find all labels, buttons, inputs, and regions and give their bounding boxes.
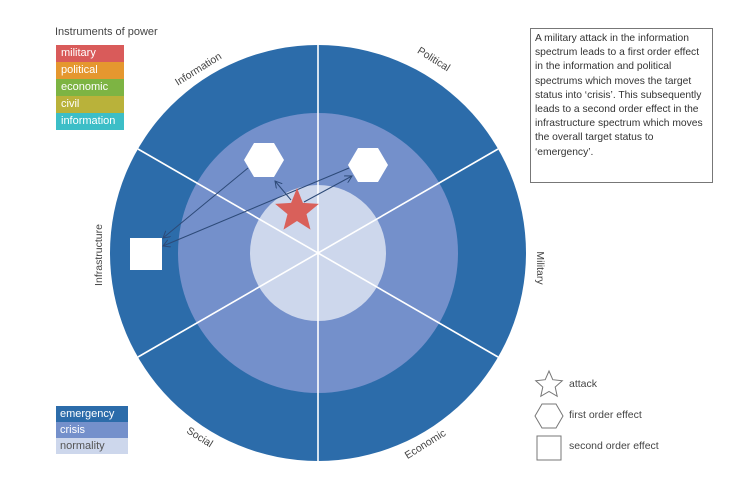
key-first-order-label: first order effect — [569, 409, 642, 421]
key-second-order-label: second order effect — [569, 440, 659, 452]
instruments-legend-title: Instruments of power — [55, 26, 158, 38]
sector-label-military: Military — [534, 251, 546, 285]
instrument-economic: economic — [56, 79, 124, 96]
arrow-attack-to-political — [303, 176, 352, 203]
key-square-icon — [536, 435, 562, 461]
arrow-information-to-infrastructure — [163, 167, 249, 238]
status-crisis: crisis — [56, 422, 128, 438]
sector-label-political: Political — [415, 45, 452, 74]
status-emergency: emergency — [56, 406, 128, 422]
instrument-civil: civil — [56, 96, 124, 113]
square-second-order-infrastructure — [130, 238, 162, 270]
instrument-political: political — [56, 62, 124, 79]
key-attack-label: attack — [569, 378, 598, 390]
key-hexagon-icon — [534, 403, 564, 429]
description-box: A military attack in the information spe… — [530, 28, 713, 183]
sector-dividers — [137, 45, 499, 461]
instrument-military: military — [56, 45, 124, 62]
arrow-political-to-infrastructure — [163, 167, 350, 246]
hexagon-first-order-political — [348, 148, 388, 182]
key-star-icon — [534, 369, 564, 398]
star-attack-icon — [275, 188, 319, 230]
instrument-information: information — [56, 113, 124, 130]
arrow-attack-to-information — [275, 181, 292, 201]
sector-label-infrastructure: Infrastructure — [93, 224, 105, 286]
hexagon-first-order-information — [244, 143, 284, 177]
effect-arrows — [163, 167, 352, 246]
status-normality: normality — [56, 438, 128, 454]
